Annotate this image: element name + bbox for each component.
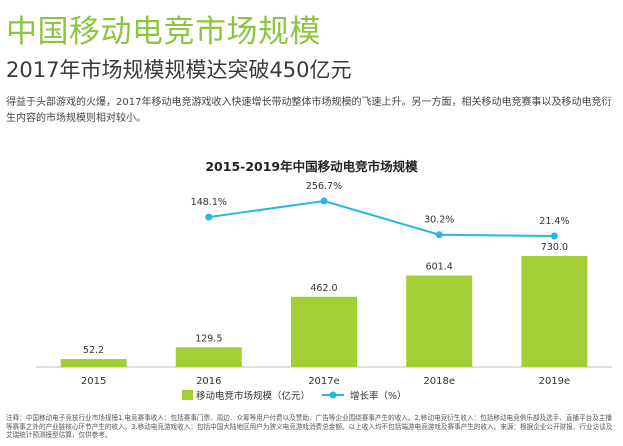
page-subtitle: 2017年市场规模规模达突破450亿元 [6,58,352,82]
bar-2015 [60,359,127,367]
growth-rate-line [208,199,555,237]
bar-label-2017e: 462.0 [310,283,337,294]
legend-line-marker [329,391,337,399]
bar-label-2019e: 730.0 [541,242,568,253]
bar-2017e [291,296,357,367]
growth-label-2018e: 30.2% [424,215,454,226]
growth-label-2016: 148.1% [191,197,227,208]
bar-label-2016: 129.5 [195,333,222,344]
bar-2019e [521,256,588,367]
growth-point-2019e [550,232,558,240]
growth-label-2017e: 256.7% [306,181,342,192]
chart-title: 2015-2019年中国移动电竞市场规模 [205,159,418,174]
page-description: 得益于头部游戏的火爆，2017年移动电竞游戏收入快速增长带动整体市场规模的飞速上… [6,97,612,124]
x-tick-label-2017e: 2017e [308,376,340,387]
x-tick-label-2015: 2015 [81,376,106,387]
market-size-chart: 52.2 2015 129.5 2016 462.0 2017e 601.4 2018e 730… [36,181,612,402]
x-tick-label-2019e: 2019e [539,376,571,387]
footnote: 注释：中国移动电子竞技行业市场规模1.电竞赛事收入：包括赛事门票、周边、众筹等用… [6,414,613,440]
bar-label-2015: 52.2 [83,345,104,356]
growth-label-2019e: 21.4% [539,216,569,227]
legend-bar-swatch [182,390,193,400]
x-tick-label-2016: 2016 [196,376,221,387]
growth-point-2016 [205,213,213,221]
page-title: 中国移动电竞市场规模 [6,14,321,50]
growth-point-2017e [320,197,328,205]
x-tick-label-2018e: 2018e [423,376,455,387]
bar-2016 [175,347,242,367]
growth-point-2018e [435,231,443,239]
legend-bar-label: 移动电竞市场规模（亿元） [196,390,310,402]
bar-2018e [406,275,473,367]
legend-line-label: 增长率（%） [350,390,407,402]
bar-label-2018e: 601.4 [426,262,453,273]
